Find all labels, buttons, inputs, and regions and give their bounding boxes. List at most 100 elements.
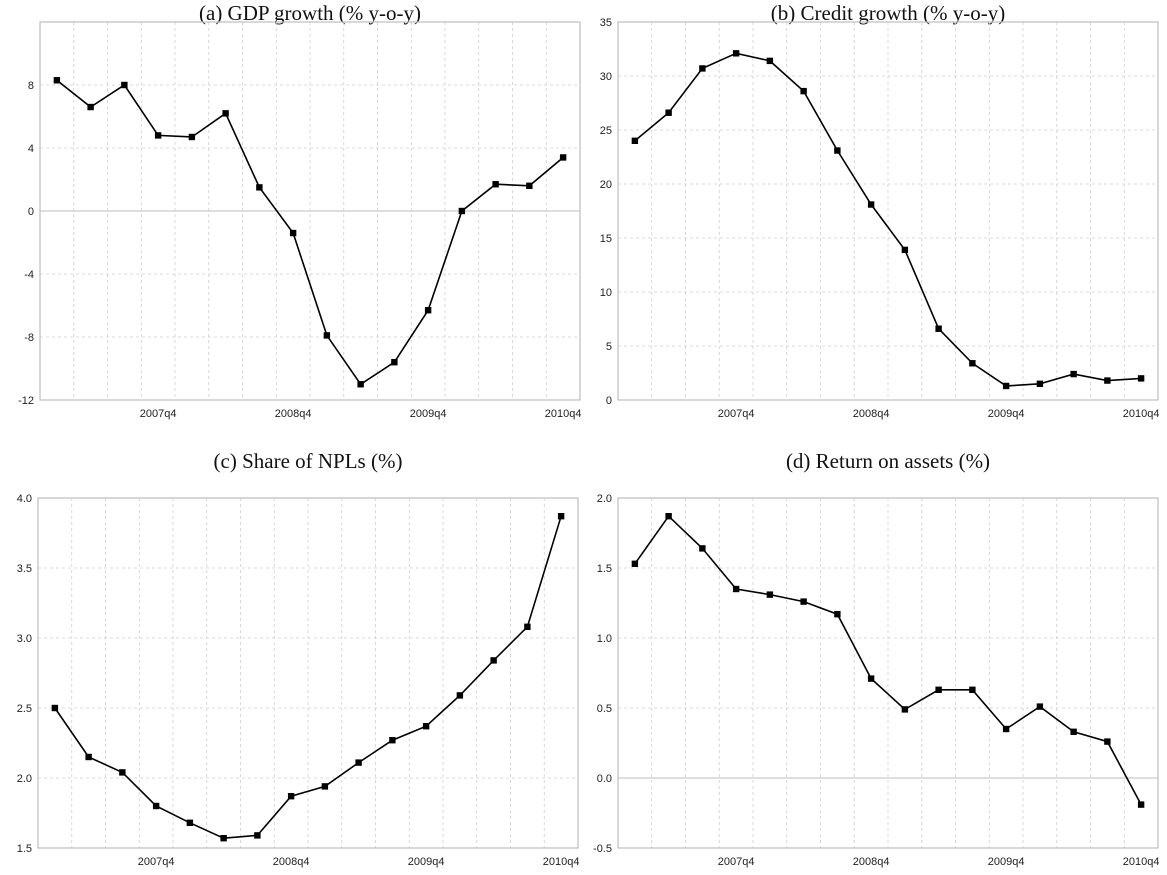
y-tick-label: -0.5: [593, 843, 612, 855]
data-point: [389, 737, 396, 744]
data-point: [732, 50, 740, 57]
y-tick-label: 1.5: [17, 843, 32, 855]
plot-frame: [617, 497, 1159, 849]
data-point: [424, 307, 432, 314]
y-tick-label: 15: [600, 233, 612, 245]
x-tick-label: 2010q4: [1123, 856, 1160, 868]
chart-title: (c) Share of NPLs (%): [214, 449, 403, 473]
y-tick-label: 4: [28, 143, 34, 155]
data-point: [1137, 375, 1145, 382]
data-point: [289, 229, 297, 237]
data-point: [766, 57, 774, 65]
data-point: [901, 706, 909, 713]
data-point: [1104, 738, 1111, 745]
data-point: [935, 325, 942, 332]
x-tick-label: 2009q4: [408, 856, 445, 868]
data-point: [222, 110, 229, 117]
x-tick-label: 2009q4: [410, 408, 447, 420]
chart-title: (d) Return on assets (%): [786, 449, 990, 473]
plot-frame: [39, 21, 581, 401]
data-point: [526, 182, 533, 189]
data-line: [54, 515, 562, 840]
x-tick-label: 2009q4: [988, 408, 1025, 420]
data-point: [969, 686, 976, 693]
y-tick-label: 0: [28, 206, 34, 218]
data-line: [56, 79, 564, 386]
y-tick-label: -4: [24, 269, 34, 281]
data-point: [1002, 725, 1010, 733]
data-point: [1002, 382, 1010, 390]
data-point: [557, 513, 565, 520]
data-point: [969, 360, 976, 367]
chart-title: (b) Credit growth (% y-o-y): [771, 1, 1005, 25]
plot-frame: [37, 497, 579, 849]
data-point: [254, 832, 261, 839]
data-point: [220, 835, 227, 842]
data-point: [800, 598, 807, 605]
data-point: [51, 704, 59, 712]
x-tick-label: 2010q4: [545, 408, 582, 420]
data-point: [152, 802, 160, 810]
data-point: [323, 332, 331, 339]
y-tick-label: 30: [600, 71, 612, 83]
data-point: [119, 769, 126, 776]
y-tick-label: 5: [606, 341, 612, 353]
data-point: [53, 77, 61, 84]
data-point: [665, 109, 672, 116]
x-tick-label: 2007q4: [718, 408, 755, 420]
data-point: [458, 207, 466, 215]
y-tick-label: 3.0: [17, 633, 32, 645]
data-point: [935, 686, 942, 693]
chart-title: (a) GDP growth (% y-o-y): [199, 1, 421, 25]
x-tick-label: 2008q4: [273, 856, 310, 868]
y-tick-label: 2.5: [17, 703, 32, 715]
y-tick-label: -12: [18, 395, 34, 407]
y-tick-label: 2.0: [17, 773, 32, 785]
data-point: [901, 246, 909, 254]
data-point: [834, 611, 841, 618]
data-point: [631, 137, 639, 144]
data-line: [634, 514, 1142, 805]
data-point: [154, 132, 162, 139]
y-tick-label: 25: [600, 125, 612, 137]
x-tick-label: 2007q4: [140, 408, 177, 420]
data-point: [287, 793, 295, 800]
data-point: [559, 154, 567, 161]
data-point: [188, 133, 196, 141]
data-point: [256, 184, 263, 191]
data-point: [357, 381, 364, 388]
data-point: [391, 359, 398, 366]
x-tick-label: 2010q4: [543, 856, 580, 868]
data-point: [1070, 728, 1077, 735]
data-point: [867, 201, 875, 208]
data-point: [524, 623, 531, 630]
x-tick-label: 2010q4: [1123, 408, 1160, 420]
y-tick-label: 0.5: [597, 703, 612, 715]
data-point: [631, 560, 639, 567]
data-point: [490, 657, 497, 664]
data-point: [1036, 703, 1044, 710]
y-tick-label: 10: [600, 287, 612, 299]
y-tick-label: 0: [606, 395, 612, 407]
data-point: [121, 81, 128, 89]
y-tick-label: -8: [24, 332, 34, 344]
data-point: [85, 753, 92, 761]
data-point: [665, 513, 672, 520]
data-point: [732, 585, 740, 593]
y-tick-label: 1.0: [597, 633, 612, 645]
data-point: [766, 591, 774, 598]
y-tick-label: 3.5: [17, 563, 32, 575]
x-tick-label: 2007q4: [718, 856, 755, 868]
x-tick-label: 2008q4: [853, 408, 890, 420]
y-tick-label: 0.0: [597, 773, 612, 785]
data-point: [699, 545, 706, 552]
data-point: [87, 103, 94, 111]
y-tick-label: 2.0: [597, 493, 612, 505]
x-tick-label: 2008q4: [853, 856, 890, 868]
data-point: [834, 147, 841, 154]
data-point: [800, 87, 807, 95]
data-point: [1104, 377, 1111, 384]
y-tick-label: 20: [600, 179, 612, 191]
data-point: [867, 675, 875, 682]
